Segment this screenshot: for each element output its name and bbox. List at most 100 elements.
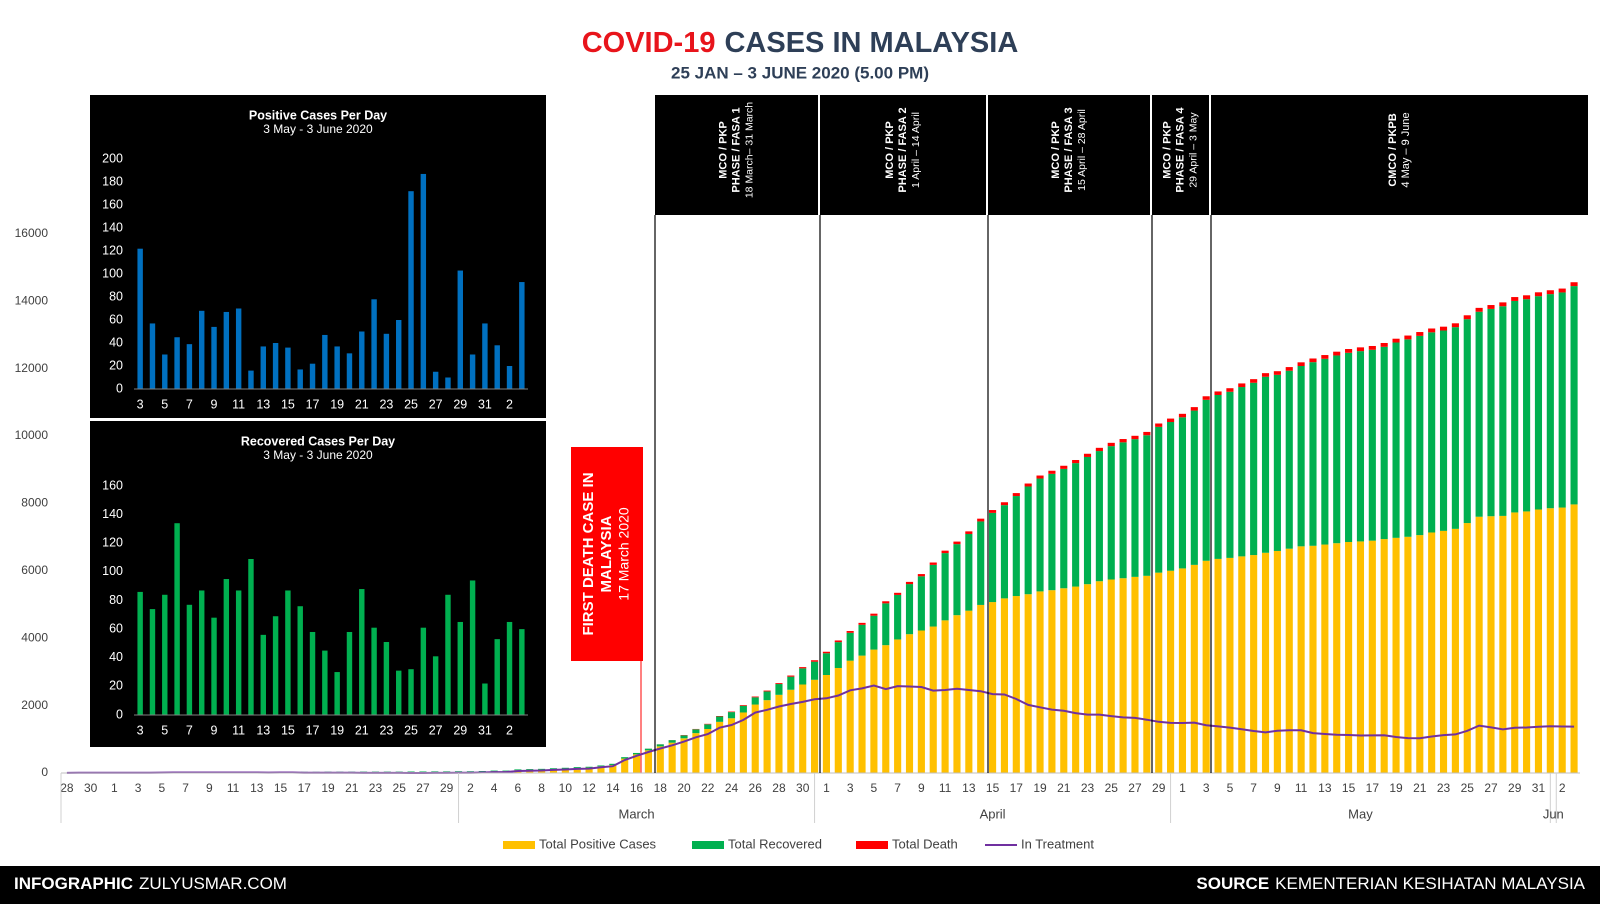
bar-segment (1202, 396, 1210, 400)
bar-segment (858, 624, 866, 656)
bar-segment (858, 655, 866, 773)
bar-segment (929, 564, 937, 627)
bar-segment (632, 752, 641, 755)
bar-segment (443, 771, 451, 773)
bar-segment (644, 748, 652, 751)
inset-bar (149, 609, 156, 715)
bar-segment (822, 653, 830, 676)
bar-segment (1238, 383, 1246, 388)
x-tick-label: 11 (227, 781, 240, 795)
bar-segment (763, 691, 771, 701)
annotation-text: FIRST DEATH CASE IN (580, 472, 597, 635)
bar-segment (431, 771, 439, 773)
bar-segment (751, 704, 759, 773)
bar-segment (822, 651, 830, 654)
inset-x-tick-label: 19 (330, 723, 344, 737)
inset-y-tick-label: 20 (109, 358, 123, 372)
phase-box (988, 95, 1150, 215)
bar-segment (1333, 351, 1341, 356)
bar-segment (1083, 453, 1092, 457)
bar-segment (1404, 339, 1412, 537)
bar-segment (716, 721, 724, 773)
title-part: COVID-19 (582, 27, 716, 59)
bar-segment (1167, 422, 1175, 571)
inset-y-tick-label: 0 (116, 381, 123, 395)
bar-segment (1499, 306, 1507, 516)
inset-x-tick-label: 11 (232, 397, 245, 411)
x-tick-label: 3 (847, 781, 854, 795)
x-tick-label: 15 (274, 781, 288, 795)
bar-segment (1273, 550, 1281, 773)
bar-segment (1095, 447, 1103, 452)
inset-bar (199, 590, 205, 715)
title-part: CASES IN MALAYSIA (724, 27, 1018, 59)
bar-segment (1392, 537, 1400, 773)
phase-label: MCO / PKP (884, 121, 896, 178)
bar-segment (882, 603, 890, 646)
bar-segment (1345, 352, 1353, 542)
inset-x-tick-label: 2 (506, 723, 513, 737)
bar-segment (549, 768, 558, 770)
bar-segment (1273, 371, 1281, 375)
y-tick-label: 2000 (21, 698, 48, 712)
bar-segment (609, 764, 617, 773)
bar-segment (490, 770, 498, 772)
bar-segment (1368, 349, 1376, 541)
inset-bar (519, 282, 525, 389)
inset-bar (506, 366, 513, 389)
x-tick-label: 1 (111, 781, 118, 795)
bar-segment (1345, 541, 1353, 773)
inset-x-tick-label: 9 (211, 723, 218, 737)
bar-segment (1131, 576, 1139, 773)
inset-bar (469, 354, 476, 389)
bar-segment (1036, 478, 1044, 592)
phase-label: MCO / PKP (1161, 121, 1173, 178)
annotation-text: MALAYSIA (598, 515, 615, 592)
bar-segment (917, 576, 925, 631)
legend-label: Total Recovered (728, 836, 822, 851)
x-tick-label: 5 (1227, 781, 1234, 795)
bar-segment (941, 553, 949, 621)
bar-segment (1439, 330, 1448, 531)
bar-segment (549, 769, 558, 773)
bar-segment (1107, 446, 1115, 580)
bar-segment (989, 602, 997, 773)
bar-segment (1321, 355, 1329, 359)
bar-segment (1095, 581, 1103, 773)
x-tick-label: 21 (1057, 781, 1071, 795)
inset-bar (396, 320, 402, 389)
inset-x-tick-label: 13 (256, 397, 270, 411)
annotation-box (571, 447, 643, 661)
inset-bar (235, 308, 242, 389)
inset-y-tick-label: 140 (102, 507, 123, 521)
inset-x-tick-label: 15 (281, 723, 295, 737)
chart-title: COVID-19 CASES IN MALAYSIA (582, 27, 1019, 59)
bar-segment (1392, 338, 1400, 343)
inset-bar (494, 345, 500, 389)
inset-x-tick-label: 21 (355, 723, 369, 737)
inset-x-tick-label: 23 (379, 723, 393, 737)
x-tick-label: 18 (654, 781, 668, 795)
bar-segment (1083, 584, 1092, 773)
bar-segment (799, 684, 807, 773)
bar-segment (692, 733, 700, 773)
bar-segment (1202, 399, 1210, 561)
inset-x-tick-label: 9 (211, 397, 218, 411)
bar-segment (621, 757, 629, 759)
x-tick-label: 23 (1081, 781, 1095, 795)
bar-segment (1119, 439, 1127, 443)
x-tick-label: 8 (538, 781, 545, 795)
month-label: May (1348, 806, 1373, 821)
inset-bar (297, 369, 303, 389)
bar-segment (656, 746, 664, 773)
x-tick-label: 25 (1105, 781, 1119, 795)
bar-segment (846, 632, 854, 661)
inset-bar (445, 377, 451, 389)
bar-segment (1143, 431, 1151, 436)
inset-bar (371, 299, 377, 389)
bar-segment (727, 718, 736, 773)
bar-segment (941, 620, 949, 773)
legend-swatch (692, 841, 724, 849)
legend-swatch (503, 841, 535, 849)
phase-box (1211, 95, 1588, 215)
